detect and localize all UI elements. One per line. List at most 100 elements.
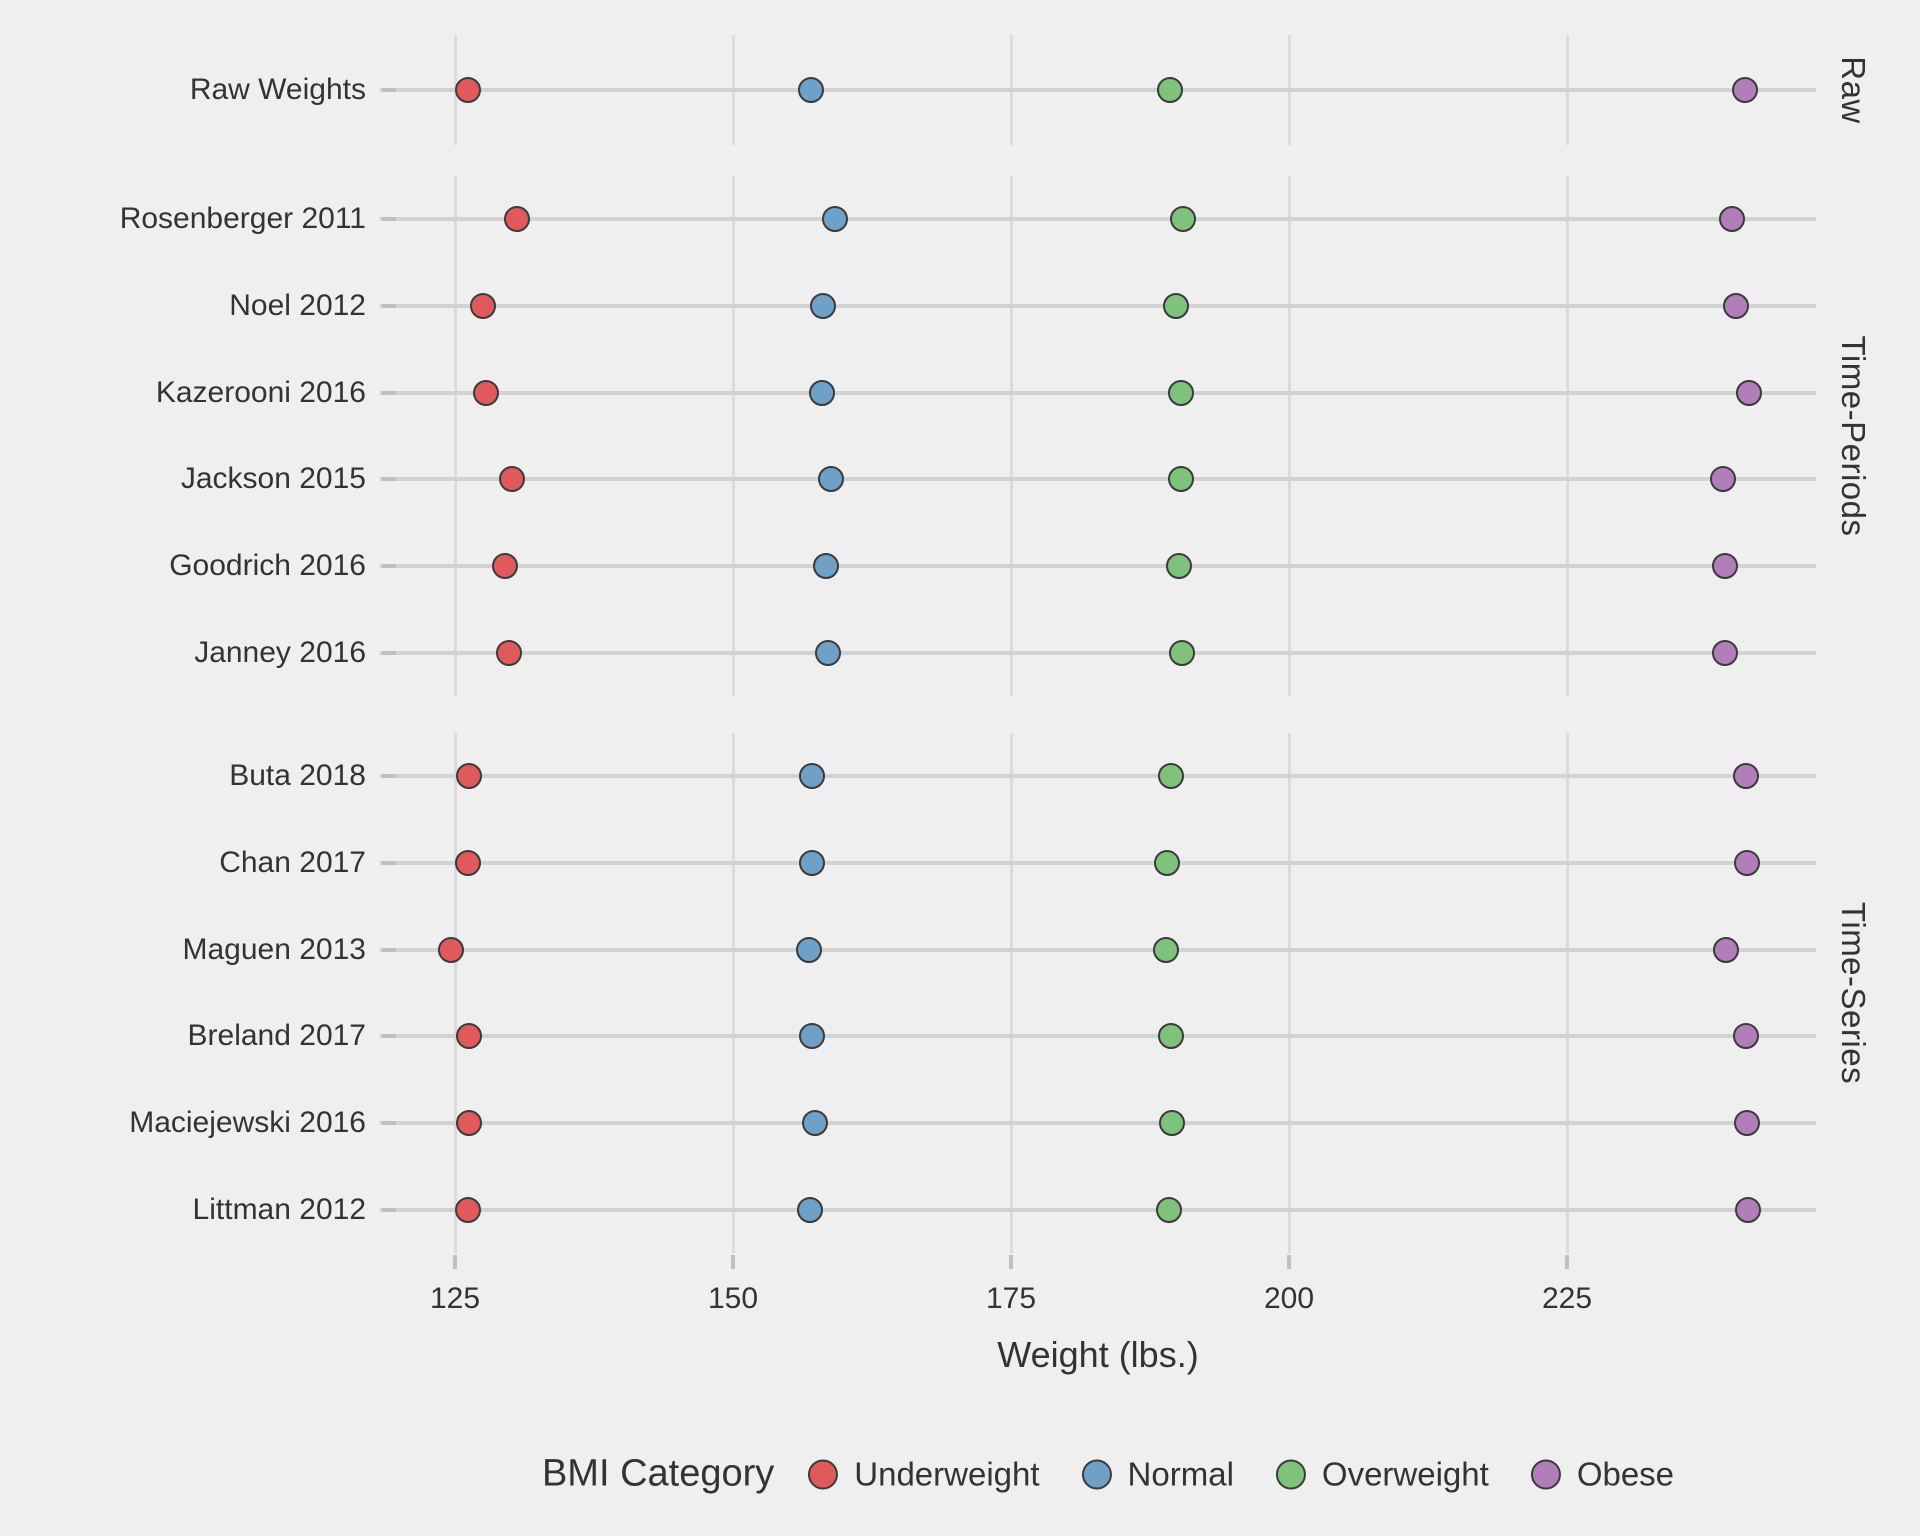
- y-axis-tick: [382, 564, 396, 568]
- data-point-overweight: [1162, 293, 1189, 319]
- data-point-overweight: [1158, 1023, 1185, 1050]
- legend-label-normal: Normal: [1127, 1455, 1234, 1492]
- data-point-normal: [802, 1110, 829, 1136]
- legend: BMI Category Underweight Normal Overweight…: [542, 1453, 1674, 1496]
- data-point-obese: [1734, 850, 1761, 876]
- row-gridline: [380, 564, 1816, 568]
- data-point-normal: [810, 293, 837, 319]
- y-axis-tick: [382, 1034, 396, 1039]
- row-gridline: [380, 947, 1816, 952]
- grid-vline: [453, 733, 457, 1253]
- data-point-underweight: [456, 1110, 483, 1136]
- legend-label-obese: Obese: [1576, 1455, 1675, 1492]
- data-point-underweight: [469, 293, 496, 319]
- facet-strip-label-time-series: Time-Series: [1835, 901, 1872, 1085]
- legend-swatch-overweight: [1275, 1459, 1306, 1489]
- grid-vline: [453, 176, 457, 696]
- y-axis-tick: [382, 477, 396, 482]
- data-point-obese: [1733, 1023, 1760, 1050]
- row-gridline: [380, 88, 1816, 92]
- y-axis-tick: [382, 1207, 396, 1212]
- grid-vline: [1565, 176, 1569, 696]
- row-gridline: [380, 861, 1816, 865]
- legend-label-underweight: Underweight: [854, 1455, 1040, 1492]
- data-point-obese: [1735, 1196, 1762, 1223]
- row-gridline: [380, 1034, 1816, 1039]
- data-point-overweight: [1168, 466, 1195, 493]
- legend-swatch-normal: [1081, 1459, 1112, 1489]
- row-label-jackson-2015: Jackson 2015: [180, 462, 366, 496]
- row-label-kazerooni-2016: Kazerooni 2016: [155, 375, 366, 409]
- legend-swatch-underweight: [808, 1459, 839, 1489]
- data-point-overweight: [1170, 206, 1197, 233]
- data-point-overweight: [1158, 763, 1185, 790]
- y-axis-tick: [382, 861, 396, 865]
- data-point-obese: [1734, 1110, 1761, 1136]
- grid-vline: [1287, 176, 1291, 696]
- x-tick-label-225: 225: [1541, 1282, 1593, 1315]
- row-gridline: [380, 217, 1816, 222]
- y-axis-tick: [382, 1121, 396, 1125]
- data-point-obese: [1733, 763, 1760, 790]
- data-point-obese: [1718, 206, 1745, 233]
- data-point-overweight: [1159, 1110, 1186, 1136]
- row-gridline: [380, 774, 1816, 779]
- data-point-normal: [796, 1196, 823, 1223]
- row-gridline: [380, 650, 1816, 655]
- row-label-janney-2016: Janney 2016: [194, 635, 366, 669]
- x-tick-label-200: 200: [1263, 1282, 1315, 1315]
- row-gridline: [380, 1121, 1816, 1125]
- data-point-normal: [798, 763, 825, 790]
- data-point-normal: [814, 639, 841, 666]
- data-point-normal: [798, 850, 825, 876]
- data-point-normal: [822, 206, 849, 233]
- data-point-obese: [1723, 293, 1750, 319]
- y-axis-tick: [382, 217, 396, 222]
- grid-vline: [731, 733, 735, 1253]
- y-axis-tick: [382, 774, 396, 779]
- data-point-overweight: [1168, 379, 1195, 406]
- x-axis-tick: [1287, 1255, 1291, 1269]
- x-tick-label-175: 175: [985, 1282, 1037, 1315]
- data-point-normal: [798, 1023, 825, 1050]
- data-point-normal: [813, 553, 840, 579]
- y-axis-tick: [382, 304, 396, 308]
- data-point-overweight: [1165, 553, 1192, 579]
- x-axis-tick: [453, 1255, 457, 1269]
- row-gridline: [380, 1207, 1816, 1212]
- x-axis-tick: [1565, 1255, 1569, 1269]
- row-label-chan-2017: Chan 2017: [219, 846, 366, 879]
- row-label-breland-2017: Breland 2017: [187, 1019, 366, 1053]
- grid-vline: [1565, 733, 1569, 1253]
- legend-item-obese: Obese: [1530, 1455, 1675, 1493]
- data-point-overweight: [1169, 639, 1196, 666]
- legend-item-normal: Normal: [1081, 1455, 1234, 1493]
- data-point-underweight: [455, 850, 482, 876]
- data-point-obese: [1711, 639, 1738, 666]
- row-label-rosenberger-2011: Rosenberger 2011: [119, 202, 366, 236]
- y-axis-tick: [382, 390, 396, 395]
- data-point-obese: [1731, 77, 1758, 103]
- data-point-underweight: [498, 466, 525, 493]
- row-label-raw-weights: Raw Weights: [189, 73, 366, 106]
- x-axis-tick: [1009, 1255, 1013, 1269]
- row-label-maguen-2013: Maguen 2013: [182, 932, 367, 966]
- data-point-normal: [808, 379, 835, 406]
- data-point-overweight: [1152, 936, 1179, 963]
- data-point-overweight: [1157, 77, 1184, 103]
- x-axis-title: Weight (lbs.): [997, 1334, 1199, 1375]
- grid-vline: [731, 176, 735, 696]
- legend-item-underweight: Underweight: [808, 1455, 1040, 1493]
- data-point-obese: [1709, 466, 1736, 493]
- grid-vline: [1009, 733, 1013, 1253]
- data-point-overweight: [1155, 1196, 1182, 1223]
- data-point-underweight: [455, 1196, 482, 1223]
- data-point-obese: [1713, 936, 1740, 963]
- data-point-underweight: [492, 553, 519, 579]
- x-axis-tick: [731, 1255, 735, 1269]
- x-tick-label-150: 150: [707, 1282, 759, 1315]
- data-point-underweight: [496, 639, 523, 666]
- data-point-normal: [797, 77, 824, 103]
- y-axis-tick: [382, 88, 396, 92]
